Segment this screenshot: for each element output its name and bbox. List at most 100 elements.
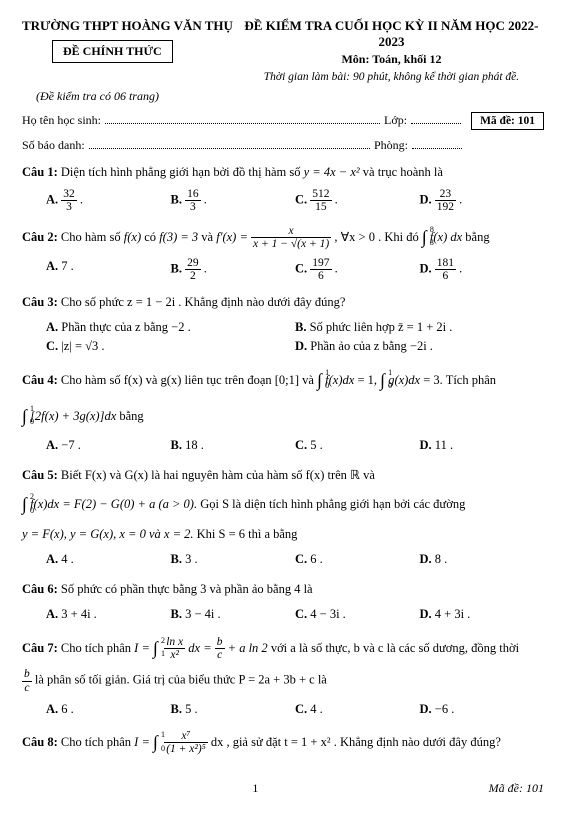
q2-deriv-lhs: f′(x) =: [216, 229, 251, 243]
student-id-line: Số báo danh: Phòng:: [22, 138, 544, 153]
q7-opt-a: A. 6 .: [46, 700, 171, 719]
q2-text-c: và: [201, 229, 216, 243]
q6-opt-c: C. 4 − 3i .: [295, 605, 420, 624]
q4-opt-c: C. 5 .: [295, 436, 420, 455]
class-label: Lớp:: [384, 113, 407, 128]
question-5: Câu 5: Biết F(x) và G(x) là hai nguyên h…: [22, 466, 544, 570]
q1-label: Câu 1:: [22, 165, 58, 179]
q3-label: Câu 3:: [22, 295, 58, 309]
q7-int-num: ln x: [164, 636, 185, 649]
q5-opt-a: A. 4 .: [46, 550, 171, 569]
q2-f: f(x): [124, 229, 141, 243]
q8-int-den: (1 + x²)⁵: [164, 743, 207, 755]
q8-text-b: dx , giả sử đặt t = 1 + x² . Khẳng định …: [211, 735, 501, 749]
question-7: Câu 7: Cho tích phân I = ∫21 ln xx² dx =…: [22, 635, 544, 719]
q3-text: Cho số phức z = 1 − 2i . Khẳng định nào …: [61, 295, 346, 309]
q5-lines: y = F(x), y = G(x), x = 0 và x = 2.: [22, 527, 194, 541]
student-name-label: Họ tên học sinh:: [22, 113, 101, 128]
q2-label: Câu 2:: [22, 229, 58, 243]
q5-label: Câu 5:: [22, 468, 58, 482]
integral-icon: ∫20: [22, 494, 27, 514]
integral-icon: ∫10: [317, 370, 322, 390]
exam-title: ĐỀ KIỂM TRA CUỐI HỌC KỲ II NĂM HỌC 2022-…: [239, 18, 544, 50]
q8-I: I =: [134, 735, 153, 749]
q5-opt-c: C. 6 .: [295, 550, 420, 569]
q3-opt-d: D. Phần ảo của z bằng −2i .: [295, 337, 544, 356]
question-3: Câu 3: Cho số phức z = 1 − 2i . Khẳng đị…: [22, 293, 544, 357]
q4-text-c: bằng: [119, 408, 143, 422]
q2-deriv-num: x: [251, 225, 331, 238]
q1-fn: y = 4x − x²: [304, 165, 360, 179]
q1-opt-c: C. 51215 .: [295, 188, 420, 213]
q3-opt-b: B. Số phức liên hợp z̄ = 1 + 2i .: [295, 318, 544, 337]
q2-text-d: , ∀x > 0 . Khi đó: [334, 229, 421, 243]
q2-text-a: Cho hàm số: [61, 229, 124, 243]
q7-I: I =: [134, 640, 153, 654]
q8-int-num: x⁷: [164, 730, 207, 743]
q4-opt-b: B. 18 .: [171, 436, 296, 455]
student-name-line: Họ tên học sinh: Lớp: Mã đề: 101: [22, 112, 544, 130]
q6-label: Câu 6:: [22, 582, 58, 596]
question-6: Câu 6: Số phức có phần thực bằng 3 và ph…: [22, 580, 544, 625]
integral-icon: ∫10: [153, 732, 158, 752]
q2-text-b: có: [144, 229, 159, 243]
q5-text-b: Gọi S là diện tích hình phẳng giới hạn b…: [200, 497, 465, 511]
q7-opt-c: C. 4 .: [295, 700, 420, 719]
q1-text-b: và trục hoành là: [363, 165, 443, 179]
q2-cond: f(3) = 3: [159, 229, 198, 243]
q6-opt-a: A. 3 + 4i .: [46, 605, 171, 624]
q7-int-den: x²: [164, 649, 185, 661]
room-label: Phòng:: [374, 138, 408, 153]
q5-text-c: Khi S = 6 thì a bằng: [197, 527, 298, 541]
q2-deriv-den: x + 1 − √(x + 1): [251, 238, 331, 250]
official-label: ĐỀ CHÍNH THỨC: [52, 40, 173, 63]
integral-icon: ∫21: [153, 638, 158, 658]
q4-text-a: Cho hàm số f(x) và g(x) liên tục trên đo…: [61, 372, 317, 386]
time-note: Thời gian làm bài: 90 phút, không kể thờ…: [239, 71, 544, 83]
question-8: Câu 8: Cho tích phân I = ∫10 x⁷(1 + x²)⁵…: [22, 729, 544, 757]
q4-opt-a: A. −7 .: [46, 436, 171, 455]
footer-code: Mã đề: 101: [489, 781, 544, 796]
q3-opt-a: A. Phần thực của z bằng −2 .: [46, 318, 295, 337]
q7-text-b: với a là số thực, b và c là các số dương…: [271, 640, 519, 654]
q1-opt-d: D. 23192 .: [420, 188, 545, 213]
q2-opt-b: B. 292 .: [171, 257, 296, 282]
question-1: Câu 1: Diện tích hình phẳng giới hạn bởi…: [22, 163, 544, 214]
pages-note: (Đề kiểm tra có 06 trang): [36, 89, 544, 104]
integral-icon: ∫83: [422, 227, 427, 247]
page-number: 1: [252, 781, 258, 796]
q8-label: Câu 8:: [22, 735, 58, 749]
footer: 1 Mã đề: 101: [22, 781, 544, 796]
dotted-line: [105, 123, 380, 124]
q4-text-b: Tích phân: [446, 372, 496, 386]
school-name: TRƯỜNG THPT HOÀNG VĂN THỤ: [22, 18, 233, 34]
exam-code-box: Mã đề: 101: [471, 112, 544, 130]
id-label: Số báo danh:: [22, 138, 85, 153]
subject: Môn: Toán, khối 12: [239, 52, 544, 67]
dotted-line: [412, 148, 462, 149]
q2-opt-d: D. 1816 .: [420, 257, 545, 282]
q6-text: Số phức có phần thực bằng 3 và phần ảo b…: [61, 582, 313, 596]
q4-label: Câu 4:: [22, 372, 58, 386]
dotted-line: [89, 148, 370, 149]
question-4: Câu 4: Cho hàm số f(x) và g(x) liên tục …: [22, 367, 544, 456]
q7-label: Câu 7:: [22, 640, 58, 654]
q3-opt-c: C. |z| = √3 .: [46, 337, 295, 356]
q6-opt-d: D. 4 + 3i .: [420, 605, 545, 624]
q2-opt-a: A. 7 .: [46, 257, 171, 282]
q7-opt-d: D. −6 .: [420, 700, 545, 719]
q5-text-a: Biết F(x) và G(x) là hai nguyên hàm của …: [61, 468, 375, 482]
q2-opt-c: C. 1976 .: [295, 257, 420, 282]
q5-opt-d: D. 8 .: [420, 550, 545, 569]
q8-text-a: Cho tích phân: [61, 735, 134, 749]
q7-text-c: là phân số tối giản. Giá trị của biểu th…: [35, 673, 327, 687]
q2-text-e: bằng: [465, 229, 489, 243]
integral-icon: ∫10: [380, 370, 385, 390]
q1-opt-a: A. 323 .: [46, 188, 171, 213]
q6-opt-b: B. 3 − 4i .: [171, 605, 296, 624]
q5-opt-b: B. 3 .: [171, 550, 296, 569]
dotted-line: [411, 123, 461, 124]
question-2: Câu 2: Cho hàm số f(x) có f(3) = 3 và f′…: [22, 224, 544, 283]
q1-text-a: Diện tích hình phẳng giới hạn bởi đồ thị…: [61, 165, 304, 179]
q7-text-a: Cho tích phân: [61, 640, 134, 654]
